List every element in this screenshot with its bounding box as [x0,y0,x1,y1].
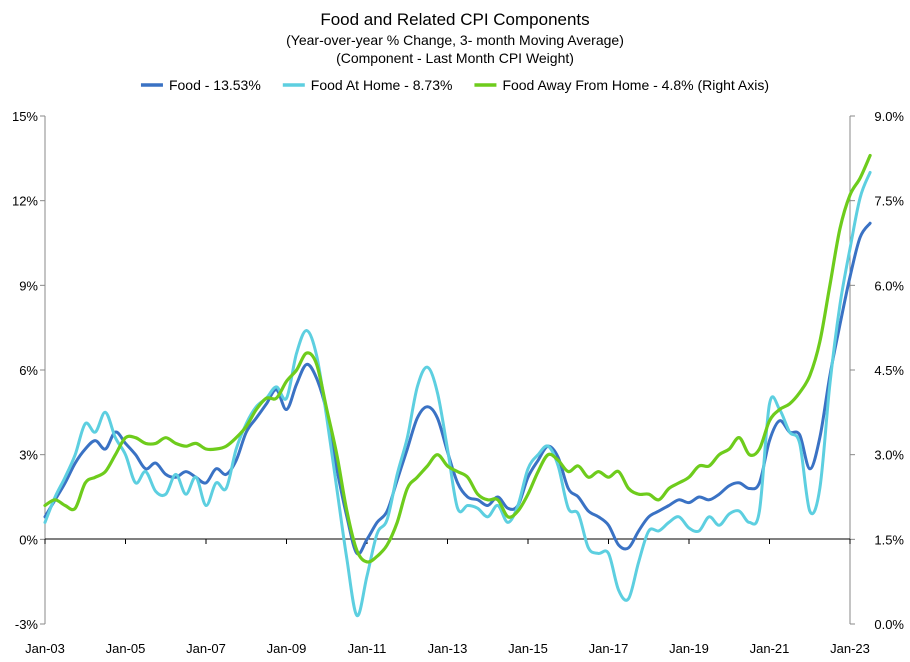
right-axis-tick-label: 9.0% [874,109,904,124]
left-axis-tick-label: -3% [15,617,39,632]
series-line-food-away-from-home [43,153,872,564]
chart-title: Food and Related CPI Components [320,10,589,29]
legend-label-food-at-home: Food At Home - 8.73% [311,77,453,93]
series-layer [43,153,872,618]
legend-label-food-away-from-home: Food Away From Home - 4.8% (Right Axis) [502,77,769,93]
x-axis-tick-label: Jan-15 [508,641,548,656]
right-axis-tick-label: 6.0% [874,278,904,293]
x-axis-tick-label: Jan-05 [106,641,146,656]
chart-subtitle-2: (Component - Last Month CPI Weight) [336,50,574,66]
left-axis-tick-label: 12% [12,194,38,209]
right-axis-tick-label: 0.0% [874,617,904,632]
x-axis-tick-label: Jan-19 [669,641,709,656]
x-axis-tick-label: Jan-13 [428,641,468,656]
legend: Food - 13.53% Food At Home - 8.73% Food Aw… [140,77,769,93]
left-axis-tick-label: 15% [12,109,38,124]
axes: -3% 0% 3% 6% 9% 12% 15% 0.0% 1.5% 3.0% 4.5% 6.0% 7.5… [12,109,904,656]
right-axis-tick-label: 7.5% [874,194,904,209]
x-axis-tick-label: Jan-21 [750,641,790,656]
series-line-food [43,221,872,556]
left-axis-tick-label: 0% [19,532,38,547]
x-axis-tick-label: Jan-03 [25,641,65,656]
chart-subtitle: (Year-over-year % Change, 3- month Movin… [286,32,624,48]
x-axis-tick-label: Jan-07 [186,641,226,656]
x-axis-tick-label: Jan-11 [348,641,387,656]
legend-label-food: Food - 13.53% [169,77,261,93]
right-axis-tick-label: 1.5% [874,532,904,547]
left-axis-tick-label: 3% [19,448,38,463]
right-axis-tick-label: 4.5% [874,363,904,378]
left-axis-tick-label: 6% [19,363,38,378]
x-axis-tick-label: Jan-17 [589,641,629,656]
x-axis-tick-label: Jan-23 [830,641,870,656]
left-axis-tick-label: 9% [19,278,38,293]
right-axis-tick-label: 3.0% [874,448,904,463]
series-line-food-at-home [43,170,872,618]
x-axis-tick-label: Jan-09 [267,641,307,656]
